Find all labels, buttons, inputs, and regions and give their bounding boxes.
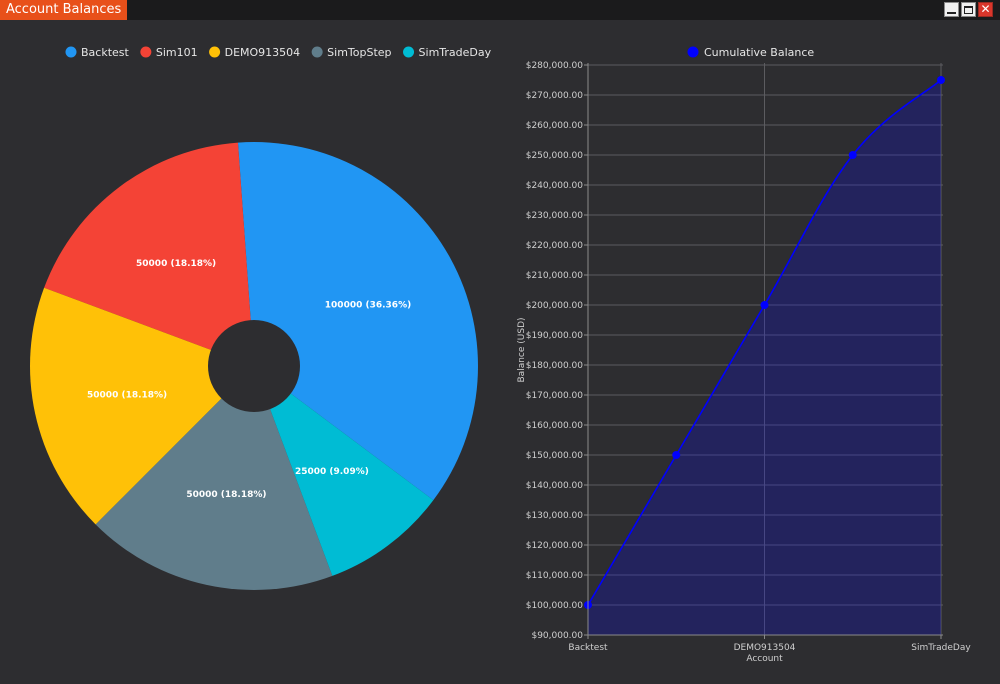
line-legend: Cumulative Balance: [687, 46, 814, 59]
pie-data-label: 50000 (18.18%): [136, 259, 216, 269]
maximize-button[interactable]: [961, 2, 976, 17]
legend-marker: [209, 46, 221, 58]
y-tick-label: $230,000.00: [526, 211, 584, 221]
pie-slice-backtest: [237, 142, 478, 501]
data-point-demo913504: [760, 301, 769, 309]
y-tick-label: $250,000.00: [526, 151, 584, 161]
y-tick-label: $120,000.00: [526, 541, 584, 551]
legend-label: SimTradeDay: [419, 46, 492, 59]
pie-data-label: 100000 (36.36%): [325, 301, 411, 311]
y-tick-label: $180,000.00: [526, 361, 584, 371]
y-tick-label: $210,000.00: [526, 271, 584, 281]
area-fill: [588, 80, 941, 635]
y-tick-label: $90,000.00: [531, 631, 583, 641]
pie-slice-simtradeday: [254, 366, 434, 576]
legend-item-simtopstep: SimTopStep: [311, 46, 392, 59]
y-tick-label: $200,000.00: [526, 301, 584, 311]
maximize-icon: [964, 5, 973, 14]
legend-item-sim101: Sim101: [140, 46, 198, 59]
close-button[interactable]: ✕: [978, 2, 993, 17]
pie-center-hole: [208, 320, 300, 412]
y-tick-label: $220,000.00: [526, 241, 584, 251]
pie-data-label: 50000 (18.18%): [87, 391, 167, 401]
y-tick-label: $170,000.00: [526, 391, 584, 401]
x-tick-label: SimTradeDay: [911, 643, 971, 653]
x-axis-title: Account: [746, 654, 783, 664]
data-point-simtopstep: [848, 151, 857, 159]
legend-label: Sim101: [156, 46, 198, 59]
y-tick-label: $160,000.00: [526, 421, 584, 431]
y-tick-label: $280,000.00: [526, 61, 584, 71]
y-tick-label: $270,000.00: [526, 91, 584, 101]
y-tick-label: $260,000.00: [526, 121, 584, 131]
pie-slice-demo913504: [30, 287, 254, 525]
legend-label: Backtest: [81, 46, 130, 59]
minimize-icon: [947, 11, 956, 14]
legend-item-demo913504: DEMO913504: [209, 46, 300, 59]
legend-item-backtest: Backtest: [65, 46, 130, 59]
data-point-simtradeday: [937, 76, 945, 84]
y-tick-label: $140,000.00: [526, 481, 584, 491]
data-point-sim101: [672, 451, 681, 459]
legend-marker: [65, 46, 77, 58]
minimize-button[interactable]: [944, 2, 959, 17]
legend-label: DEMO913504: [225, 46, 301, 59]
y-tick-label: $190,000.00: [526, 331, 584, 341]
y-tick-label: $240,000.00: [526, 181, 584, 191]
pie-data-label: 25000 (9.09%): [295, 467, 369, 477]
y-tick-label: $100,000.00: [526, 601, 584, 611]
pie-slice-sim101: [44, 142, 254, 366]
close-icon: ✕: [980, 2, 991, 16]
y-axis-title: Balance (USD): [517, 317, 527, 382]
pie-data-label: 50000 (18.18%): [186, 490, 266, 500]
balance-pie-chart: Backtest Sim101 DEMO913504 SimTopStep SimTra…: [30, 46, 492, 590]
y-tick-label: $110,000.00: [526, 571, 584, 581]
window-title-bar: Account Balances ✕: [0, 0, 1000, 20]
legend-marker: [140, 46, 152, 58]
series-line: [587, 79, 942, 606]
legend-item-simtradeday: SimTradeDay: [403, 46, 492, 59]
window-title: Account Balances: [0, 0, 128, 20]
y-tick-label: $130,000.00: [526, 511, 584, 521]
pie-legend: Backtest Sim101 DEMO913504 SimTopStep SimTra…: [65, 46, 492, 59]
y-tick-label: $150,000.00: [526, 451, 584, 461]
legend-label: SimTopStep: [327, 46, 391, 59]
legend-marker: [403, 46, 415, 58]
legend-marker: [687, 46, 699, 58]
pie-slice-simtopstep: [95, 366, 333, 590]
x-tick-label: DEMO913504: [734, 643, 796, 653]
x-tick-label: Backtest: [568, 643, 608, 653]
legend-label: Cumulative Balance: [704, 46, 814, 59]
legend-marker: [311, 46, 323, 58]
cumulative-balance-chart: $90,000.00 $100,000.00 $110,000.00 $120,000…: [517, 46, 971, 664]
